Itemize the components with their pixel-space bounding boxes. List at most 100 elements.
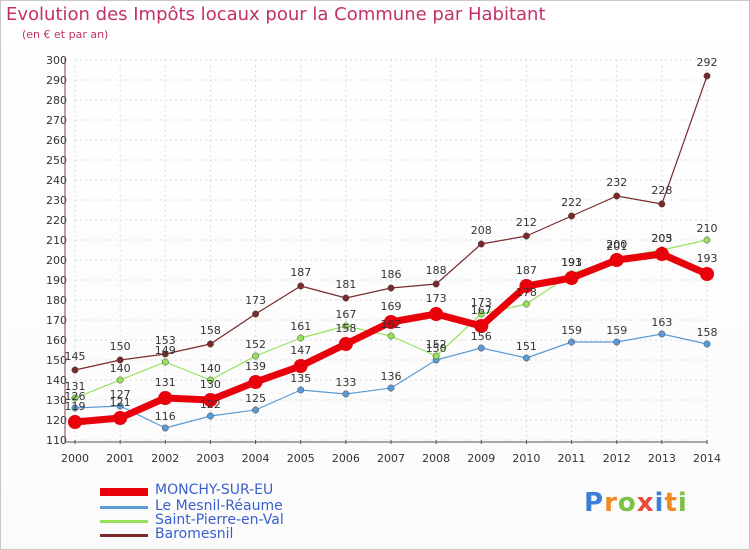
y-tick-label: 280 [46,94,67,107]
data-point [703,236,711,244]
x-tick-label: 2001 [106,452,134,465]
y-axis-dot [64,64,66,66]
data-point [658,330,666,338]
y-tick-label: 140 [46,374,67,387]
data-point [387,332,395,340]
data-point [519,279,534,293]
data-label: 135 [290,372,311,385]
data-point [658,200,666,208]
data-point [116,376,124,384]
data-point [477,240,485,248]
y-axis-dot [64,179,66,181]
data-label: 149 [155,344,176,357]
y-axis-dot [64,159,66,161]
data-point [71,366,79,374]
data-label: 153 [155,334,176,347]
data-point [252,310,260,318]
y-axis-dot [64,369,66,371]
x-tick-label: 2007 [377,452,405,465]
data-label: 139 [245,360,266,373]
data-label: 187 [516,264,537,277]
legend-swatch [100,520,148,523]
data-point [432,280,440,288]
data-point [474,319,489,333]
data-point [342,390,350,398]
y-axis-dot [64,79,66,81]
chart-title: Evolution des Impôts locaux pour la Comm… [6,4,546,25]
y-axis-dot [64,249,66,251]
logo-letter: P [584,488,605,518]
data-label: 163 [651,316,672,329]
data-point [161,358,169,366]
data-label: 187 [290,266,311,279]
y-tick-label: 170 [46,314,67,327]
y-axis-dot [64,374,66,376]
y-axis-dot [64,59,66,61]
data-label: 136 [381,370,402,383]
y-axis-dot [64,234,66,236]
legend-label: MONCHY-SUR-EU [155,482,274,498]
data-label: 145 [65,350,86,363]
y-axis-dot [64,144,66,146]
data-label: 119 [65,400,86,413]
data-label: 126 [65,390,86,403]
y-tick-label: 110 [46,434,67,447]
y-axis-dot [64,224,66,226]
data-label: 159 [561,324,582,337]
y-axis-dot [64,104,66,106]
data-point [429,307,444,321]
data-point [252,406,260,414]
y-axis-dot [64,404,66,406]
data-point [338,337,353,351]
data-label: 122 [200,398,221,411]
data-point [252,352,260,360]
data-label: 150 [110,340,131,353]
y-tick-label: 210 [46,234,67,247]
data-label: 203 [651,232,672,245]
y-axis-dot [64,119,66,121]
data-point [113,411,128,425]
y-axis-dot [64,129,66,131]
y-axis-dot [64,214,66,216]
data-label: 130 [200,378,221,391]
legend-swatch [100,534,148,537]
data-label: 167 [471,304,492,317]
data-label: 156 [471,330,492,343]
y-tick-label: 200 [46,254,67,267]
y-axis-dot [64,324,66,326]
data-point [432,352,440,360]
data-label: 133 [335,376,356,389]
proxiti-logo: Proxiti [584,488,688,518]
y-axis-dot [64,244,66,246]
y-axis-dot [64,89,66,91]
y-axis-dot [64,229,66,231]
data-label: 169 [381,300,402,313]
data-point [568,212,576,220]
data-point [158,391,173,405]
legend-label: Saint-Pierre-en-Val [155,512,284,528]
y-axis-dot [64,84,66,86]
y-axis-dot [64,419,66,421]
y-axis-dot [64,314,66,316]
x-tick-label: 2005 [287,452,315,465]
y-axis-dot [64,429,66,431]
y-tick-label: 160 [46,334,67,347]
data-label: 127 [110,388,131,401]
data-point [116,402,124,410]
y-tick-label: 230 [46,194,67,207]
data-point [703,72,711,80]
y-axis-dot [64,434,66,436]
data-point [522,354,530,362]
y-axis-dot [64,304,66,306]
logo-letter: x [636,488,655,518]
y-axis-dot [64,379,66,381]
y-axis-dot [64,149,66,151]
y-tick-label: 220 [46,214,67,227]
y-axis-dot [64,334,66,336]
y-axis-dot [64,424,66,426]
data-label: 200 [606,238,627,251]
y-axis-dot [64,299,66,301]
y-axis-dot [64,279,66,281]
y-tick-label: 240 [46,174,67,187]
